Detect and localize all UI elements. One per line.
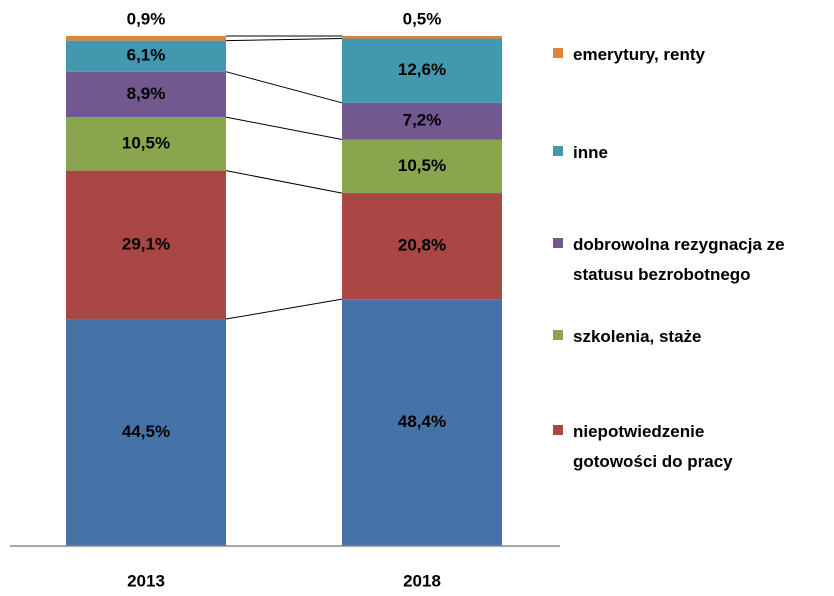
data-label: 48,4% bbox=[398, 412, 446, 431]
bar-segment bbox=[342, 299, 502, 546]
bar-segment bbox=[66, 40, 226, 72]
legend-item: niepotwiedzenie gotowości do pracy bbox=[553, 417, 793, 477]
legend-item: inne bbox=[553, 138, 793, 168]
bar-segment bbox=[342, 38, 502, 103]
data-label: 12,6% bbox=[398, 60, 446, 79]
legend-label: szkolenia, staże bbox=[573, 327, 702, 346]
bar-segment bbox=[66, 117, 226, 171]
legend-swatch bbox=[553, 330, 563, 340]
bar-segment bbox=[342, 193, 502, 300]
legend-swatch bbox=[553, 238, 563, 248]
bar-segment bbox=[66, 170, 226, 320]
data-label: 10,5% bbox=[122, 133, 170, 152]
data-label: 44,5% bbox=[122, 422, 170, 441]
data-label: 0,5% bbox=[403, 9, 442, 28]
connector-line bbox=[225, 170, 343, 194]
data-label: 20,8% bbox=[398, 236, 446, 255]
bar-segment bbox=[66, 319, 226, 546]
legend-swatch bbox=[553, 48, 563, 58]
data-label: 10,5% bbox=[398, 156, 446, 175]
legend-label: niepotwiedzenie gotowości do pracy bbox=[573, 422, 733, 471]
connector-line bbox=[225, 71, 343, 104]
legend-swatch bbox=[553, 425, 563, 435]
x-tick-label: 2013 bbox=[127, 571, 165, 590]
legend-item: dobrowolna rezygnacja ze statusu bezrobo… bbox=[553, 230, 793, 290]
data-label: 0,9% bbox=[127, 9, 166, 28]
legend-label: emerytury, renty bbox=[573, 45, 705, 64]
legend-label: inne bbox=[573, 143, 608, 162]
data-label: 6,1% bbox=[127, 46, 166, 65]
bar-segment bbox=[342, 102, 502, 140]
bar-segment bbox=[342, 139, 502, 194]
x-tick-label: 2018 bbox=[403, 571, 441, 590]
bar-segment bbox=[342, 36, 502, 39]
legend-label: dobrowolna rezygnacja ze statusu bezrobo… bbox=[573, 235, 785, 284]
data-label: 8,9% bbox=[127, 84, 166, 103]
connector-line bbox=[225, 116, 343, 141]
data-label: 7,2% bbox=[403, 111, 442, 130]
connector-line bbox=[225, 38, 343, 42]
legend-item: emerytury, renty bbox=[553, 40, 793, 70]
data-label: 29,1% bbox=[122, 234, 170, 253]
legend-swatch bbox=[553, 146, 563, 156]
legend-item: szkolenia, staże bbox=[553, 322, 793, 352]
connector-line bbox=[225, 298, 343, 320]
bar-segment bbox=[66, 71, 226, 118]
bar-segment bbox=[66, 36, 226, 41]
